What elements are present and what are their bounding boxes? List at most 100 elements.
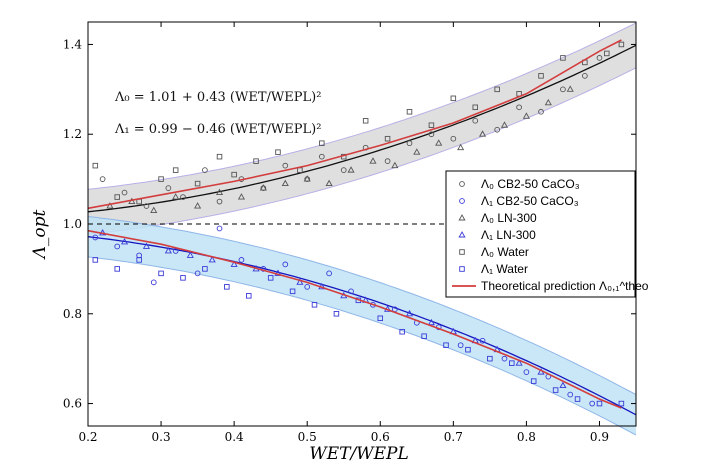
data-point: [582, 73, 588, 79]
confidence-bands: [87, 22, 637, 436]
data-point: [245, 293, 252, 299]
data-point: [289, 288, 296, 295]
data-point: [304, 283, 311, 290]
data-point: [457, 143, 465, 151]
data-point: [164, 247, 172, 254]
data-point: [216, 198, 223, 205]
data-point: [435, 139, 443, 146]
data-point: [274, 269, 282, 276]
data-point: [281, 179, 289, 187]
data-point: [325, 179, 333, 187]
data-point: [515, 359, 523, 366]
data-point: [596, 400, 603, 407]
data-point: [604, 50, 610, 57]
data-point: [472, 117, 479, 124]
legend-item: Theoretical prediction Λ₀,₁^theo: [452, 279, 649, 293]
data-point: [618, 400, 625, 407]
data-point: [296, 278, 304, 285]
data-point: [428, 131, 435, 138]
data-point: [566, 85, 574, 92]
y-tick-label: 0.6: [63, 397, 82, 411]
data-point: [428, 122, 435, 128]
y-tick-label: 1.2: [63, 127, 82, 141]
data-point: [530, 378, 537, 384]
fit-line-1: [87, 236, 637, 416]
data-point: [405, 309, 414, 317]
data-point: [230, 260, 238, 267]
legend-label: Λ₀ CB2-50 CaCO₃: [481, 177, 580, 191]
data-point: [478, 130, 487, 137]
data-point: [340, 167, 347, 173]
data-point: [538, 73, 544, 79]
data-point: [391, 161, 399, 169]
data-point: [500, 121, 509, 128]
data-point: [180, 275, 186, 281]
series-3: [99, 229, 567, 389]
data-point: [208, 255, 216, 263]
data-point: [92, 234, 99, 241]
x-tick-label: 0.4: [225, 430, 244, 444]
data-point: [421, 333, 427, 339]
data-point: [443, 342, 449, 348]
legend-item: Λ₁ Water: [459, 262, 528, 276]
data-point: [347, 166, 355, 173]
data-point: [333, 311, 340, 317]
data-point: [202, 266, 208, 272]
data-point: [384, 158, 391, 165]
fit-line-0: [87, 44, 637, 213]
legend-marker: [459, 181, 465, 187]
data-point: [311, 302, 318, 308]
data-point: [194, 180, 201, 187]
legend-item: Λ₁ CB2-50 CaCO₃: [459, 194, 579, 208]
data-point: [186, 251, 194, 258]
data-point: [158, 270, 164, 277]
data-point: [180, 194, 186, 200]
legend-marker: [458, 214, 466, 221]
legend: Λ₀ CB2-50 CaCO₃ Λ₁ CB2-50 CaCO₃ Λ₀ LN-300 Λ…: [445, 170, 649, 298]
series-4: [92, 41, 625, 205]
data-point: [362, 118, 369, 124]
data-point: [494, 86, 500, 93]
data-point: [303, 175, 311, 182]
x-tick-label: 0.2: [78, 430, 97, 444]
data-point: [494, 126, 501, 133]
data-point: [172, 193, 180, 200]
data-point: [165, 185, 172, 191]
data-point: [384, 135, 391, 142]
data-point: [450, 135, 457, 142]
legend-marker: [459, 266, 465, 272]
data-point: [106, 202, 114, 209]
data-point: [99, 176, 106, 182]
data-point: [501, 355, 508, 362]
x-tick-label: 0.7: [444, 430, 463, 444]
data-point: [516, 104, 522, 111]
legend-label: Theoretical prediction Λ₀,₁^theo: [481, 279, 649, 293]
data-point: [114, 266, 120, 272]
data-point: [238, 257, 245, 263]
band-1: [88, 216, 636, 435]
x-axis-title: WET/WEPL: [309, 444, 409, 464]
legend-marker: [459, 198, 465, 204]
data-point: [275, 149, 281, 155]
data-point: [377, 315, 384, 322]
data-point: [114, 194, 120, 200]
data-point: [150, 206, 158, 213]
data-point: [544, 98, 552, 106]
data-point: [282, 261, 289, 268]
x-tick-label: 0.5: [298, 430, 317, 444]
legend-label: Λ₁ Water: [481, 262, 528, 276]
y-tick-label: 0.8: [63, 307, 82, 321]
x-tick-label: 0.6: [371, 430, 390, 444]
data-point: [158, 176, 164, 182]
data-point: [237, 193, 246, 200]
data-point: [150, 279, 157, 286]
x-tick-label: 0.9: [590, 430, 609, 444]
data-point: [318, 153, 325, 160]
data-point: [216, 153, 223, 160]
data-point: [522, 112, 530, 119]
y-tick-label: 1.0: [63, 217, 82, 231]
data-point: [326, 270, 332, 277]
data-point: [202, 167, 208, 173]
data-point: [472, 104, 479, 111]
